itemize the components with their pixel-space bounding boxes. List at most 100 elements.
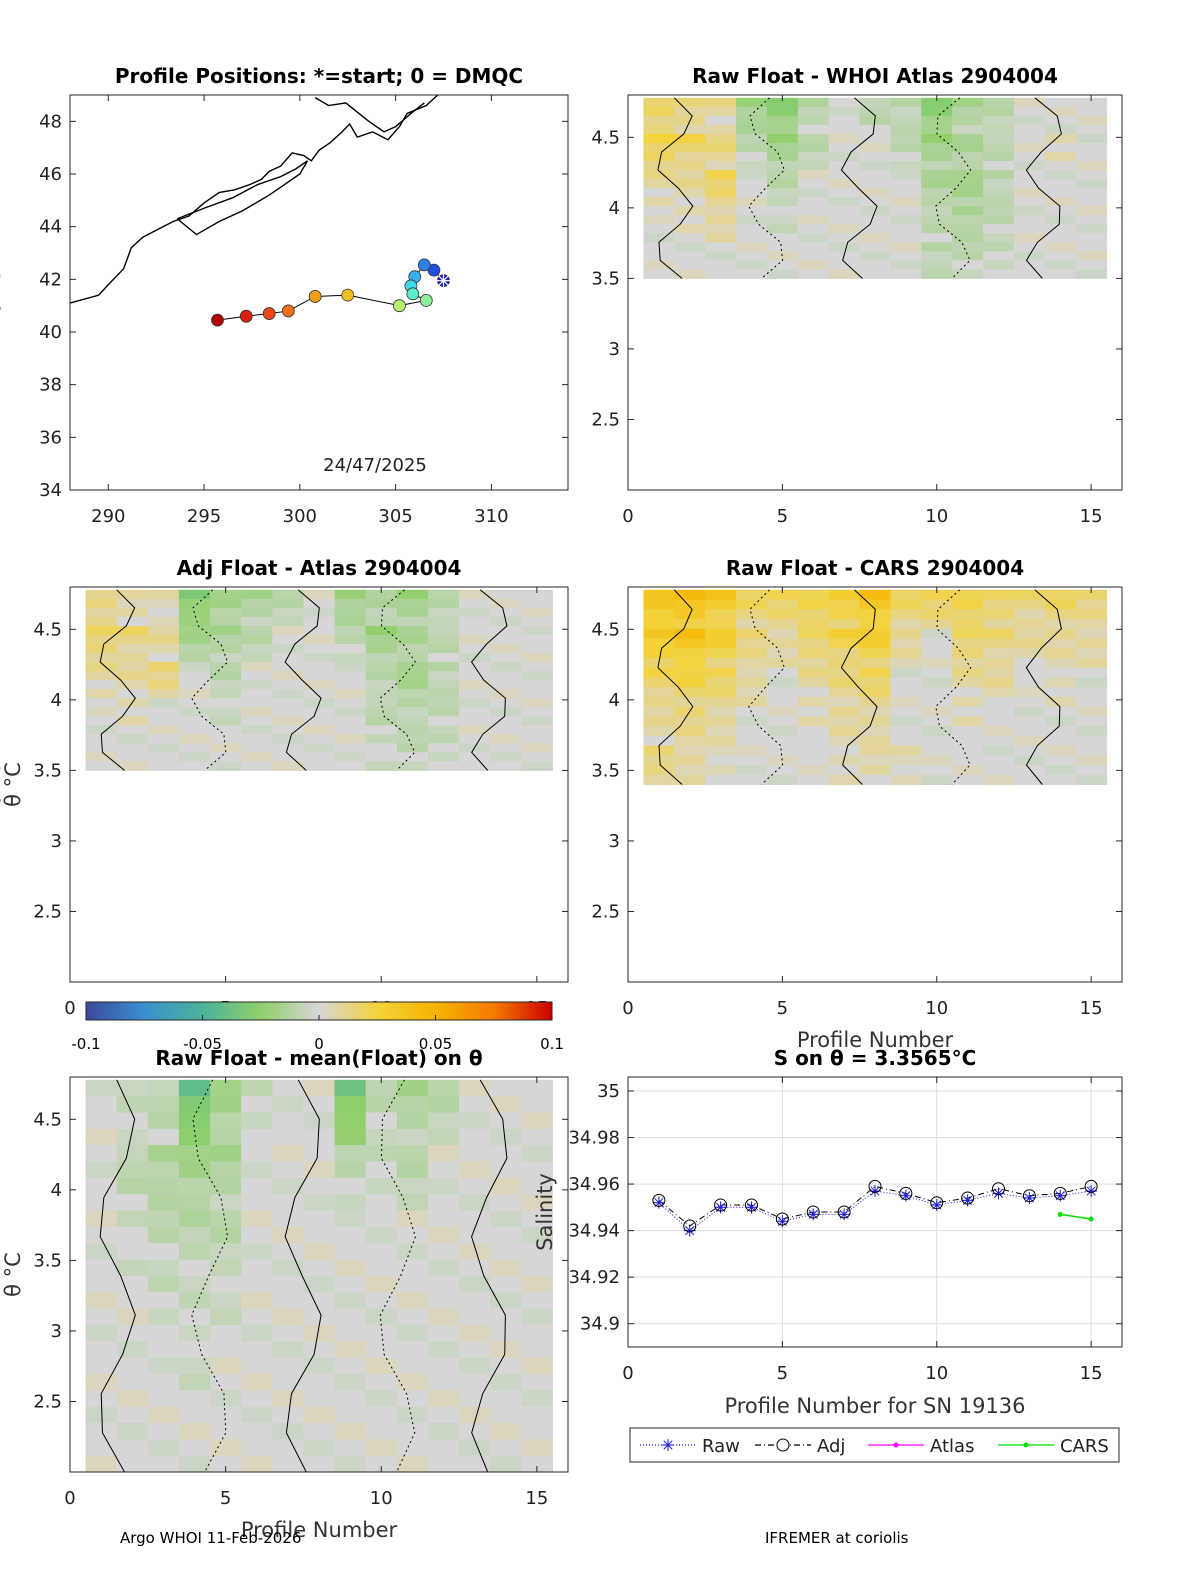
heatmap-cell	[890, 124, 922, 135]
y-tick-label: 34.96	[568, 1174, 620, 1195]
heatmap-cell	[890, 716, 922, 727]
heatmap-cell	[736, 124, 768, 135]
heatmap-cell	[1013, 687, 1046, 698]
heatmap-cell	[272, 1439, 304, 1457]
heatmap-cell	[890, 735, 922, 747]
heatmap-cell	[921, 151, 953, 162]
heatmap-cell	[85, 598, 118, 609]
raw-marker	[870, 1186, 880, 1196]
heatmap-cell	[521, 689, 553, 699]
y-axis-label: θ °C	[0, 762, 5, 807]
heatmap-cell	[116, 1357, 149, 1375]
heatmap-cell	[303, 671, 336, 681]
heatmap-cell	[674, 106, 706, 117]
heatmap-cell	[1013, 142, 1046, 153]
heatmap-cell	[85, 607, 118, 618]
heatmap-cell	[766, 124, 799, 135]
heatmap-cell	[859, 161, 891, 171]
heatmap-cell	[490, 1226, 522, 1244]
heatmap-cell	[828, 765, 861, 776]
heatmap-cell	[766, 106, 799, 117]
heatmap-cell	[521, 1275, 553, 1293]
heatmap-cell	[952, 260, 984, 270]
heatmap-cell	[1075, 233, 1108, 243]
heatmap-cell	[427, 734, 460, 744]
heatmap-cell	[459, 1112, 491, 1130]
heatmap-cell	[365, 1275, 398, 1293]
heatmap-cell	[178, 1390, 211, 1408]
x-tick-label: 295	[187, 506, 221, 527]
heatmap-cell	[921, 735, 953, 747]
heatmap-cell	[272, 1161, 304, 1179]
heatmap-cell	[459, 1373, 491, 1391]
heatmap-cell	[210, 1243, 242, 1261]
heatmap-cell	[490, 698, 522, 708]
x-tick-label: 15	[1080, 1363, 1103, 1384]
heatmap-cell	[303, 625, 336, 636]
heatmap-cell	[1075, 726, 1108, 737]
heatmap-cell	[427, 1243, 460, 1261]
heatmap-cell	[147, 1439, 180, 1457]
heatmap-cell	[272, 1341, 304, 1359]
heatmap-cell	[705, 677, 737, 688]
heatmap-cell	[1075, 638, 1108, 649]
heatmap-cell	[147, 607, 180, 618]
heatmap-cell	[85, 1194, 118, 1212]
heatmap-cell	[643, 170, 675, 180]
heatmap-cell	[952, 242, 984, 252]
heatmap-cell	[674, 215, 706, 225]
heatmap-cell	[272, 734, 304, 744]
x-tick-label: 0	[64, 1488, 75, 1509]
heatmap-cell	[859, 726, 891, 737]
heatmap-cell	[427, 1128, 460, 1146]
heatmap-cell	[241, 1341, 273, 1359]
heatmap-cell	[705, 687, 737, 698]
heatmap-cell	[828, 115, 861, 126]
contour-line	[1025, 97, 1062, 279]
heatmap-cell	[1013, 179, 1046, 189]
panel-raw-whoi-atlas: 0 5 10 15 2.5 3 3.5 4 4.5 Raw Float - WHOI Atlas …	[0, 64, 1123, 527]
heatmap-cell	[828, 619, 861, 630]
heatmap-cell	[766, 197, 799, 207]
heatmap-cell	[952, 677, 984, 688]
heatmap-cell	[396, 1275, 429, 1293]
heatmap-cell	[272, 598, 304, 609]
heatmap-cell	[705, 188, 737, 198]
heatmap-cell	[766, 774, 799, 785]
heatmap-cell	[490, 1275, 522, 1293]
heatmap-cell	[797, 755, 830, 766]
heatmap-cell	[952, 619, 984, 630]
heatmap-cell	[921, 179, 953, 189]
heatmap-cell	[890, 774, 922, 785]
heatmap-cell	[1013, 745, 1046, 756]
heatmap-cell	[736, 269, 768, 279]
heatmap-cell	[427, 1422, 460, 1440]
heatmap-cell	[365, 1210, 398, 1228]
heatmap-cell	[272, 616, 304, 627]
y-tick-label: 2.5	[591, 409, 620, 430]
heatmap-cell	[521, 734, 553, 744]
panel-raw-cars: 0 5 10 15 2.5 3 3.5 4 4.5 Raw Float - CARS 290400…	[0, 556, 1123, 1052]
heatmap-cell	[797, 687, 830, 698]
heatmap-cell	[116, 634, 149, 645]
heatmap-cell	[1044, 97, 1077, 108]
x-tick-label: 300	[283, 506, 317, 527]
heatmap-cell	[921, 765, 953, 776]
heatmap-cell	[952, 215, 984, 225]
heatmap-cell	[365, 1079, 398, 1097]
heatmap-cell	[427, 598, 460, 609]
heatmap-cell	[116, 662, 149, 672]
heatmap-cell	[643, 667, 675, 678]
heatmap-cell	[178, 1341, 211, 1359]
heatmap-cell	[890, 667, 922, 678]
heatmap-cell	[427, 625, 460, 636]
heatmap-cell	[210, 1194, 242, 1212]
heatmap-cell	[490, 1096, 522, 1114]
heatmap-cell	[365, 625, 398, 636]
heatmap-cell	[490, 1455, 522, 1473]
heatmap-cell	[705, 648, 737, 659]
heatmap-cell	[828, 774, 861, 785]
heatmap-cell	[766, 161, 799, 171]
heatmap-cell	[210, 634, 242, 645]
heatmap-cell	[490, 725, 522, 735]
